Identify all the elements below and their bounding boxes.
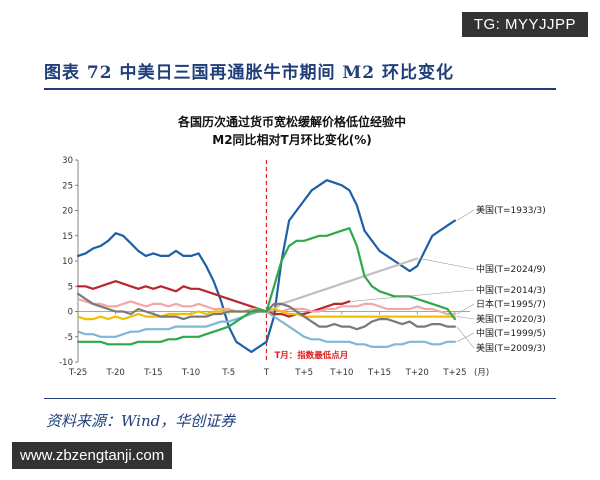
y-tick-label: -5 (65, 333, 73, 343)
legend-leader (419, 258, 475, 270)
source-note: 资料来源：Wind，华创证券 (46, 412, 236, 430)
series-line (265, 257, 419, 313)
header-divider (44, 88, 556, 90)
y-tick-label: 15 (62, 232, 73, 242)
series-line (76, 179, 456, 353)
figure-title: 图表 72 中美日三国再通胀牛市期间 M2 环比变化 (44, 63, 454, 83)
x-tick-label: T-20 (106, 368, 125, 378)
x-tick-label: T+25 (442, 368, 466, 378)
y-tick-label: -10 (59, 358, 73, 368)
legend-leader (351, 289, 475, 302)
x-tick-label: T-15 (143, 368, 162, 378)
legend-label: 日本(T=1995/7) (476, 298, 546, 310)
t-marker-annotation: T月：指数最低点月 (274, 350, 348, 361)
legend-leader (456, 326, 475, 349)
x-tick-label: T+15 (367, 368, 391, 378)
chart-title: 各国历次通过货币宽松缓解价格低位经验中 (177, 114, 406, 129)
x-tick-label: T (263, 368, 270, 378)
legend-label: 中国(T=1999/5) (476, 327, 546, 339)
y-tick-label: 0 (68, 308, 73, 318)
legend-leader (456, 303, 475, 315)
x-tick-label: T-5 (221, 368, 235, 378)
legend-label: 美国(T=2020/3) (476, 313, 546, 325)
x-tick-label: T-25 (68, 368, 87, 378)
telegram-badge: TG: MYYJJPP (461, 12, 588, 37)
legend-label: 中国(T=2024/9) (476, 263, 546, 275)
legend-label: 中国(T=2014/3) (476, 284, 546, 296)
legend-leader (456, 316, 475, 320)
footer-divider (44, 398, 556, 399)
x-tick-label: T-10 (181, 368, 200, 378)
y-tick-label: 30 (62, 156, 73, 166)
y-tick-label: 5 (68, 282, 73, 292)
y-tick-label: 10 (62, 257, 73, 267)
x-tick-label: T+5 (294, 368, 313, 378)
legend-label: 美国(T=2009/3) (476, 342, 546, 354)
y-tick-label: 25 (62, 181, 73, 191)
x-tick-label: T+20 (405, 368, 429, 378)
legend-leader (456, 209, 475, 221)
site-watermark: www.zbzengtanji.com (12, 442, 173, 469)
x-tick-label: T+10 (329, 368, 353, 378)
series-line (76, 227, 456, 346)
legend-label: 美国(T=1933/3) (476, 204, 546, 216)
y-tick-label: 20 (62, 207, 73, 217)
x-unit-label: (月) (474, 368, 489, 378)
series-line (76, 280, 351, 318)
chart-subtitle: M2同比相对T月环比变化(%) (212, 132, 371, 147)
